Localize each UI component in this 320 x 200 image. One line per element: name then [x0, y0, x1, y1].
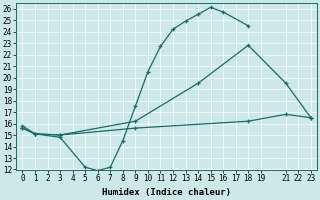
X-axis label: Humidex (Indice chaleur): Humidex (Indice chaleur): [102, 188, 231, 197]
